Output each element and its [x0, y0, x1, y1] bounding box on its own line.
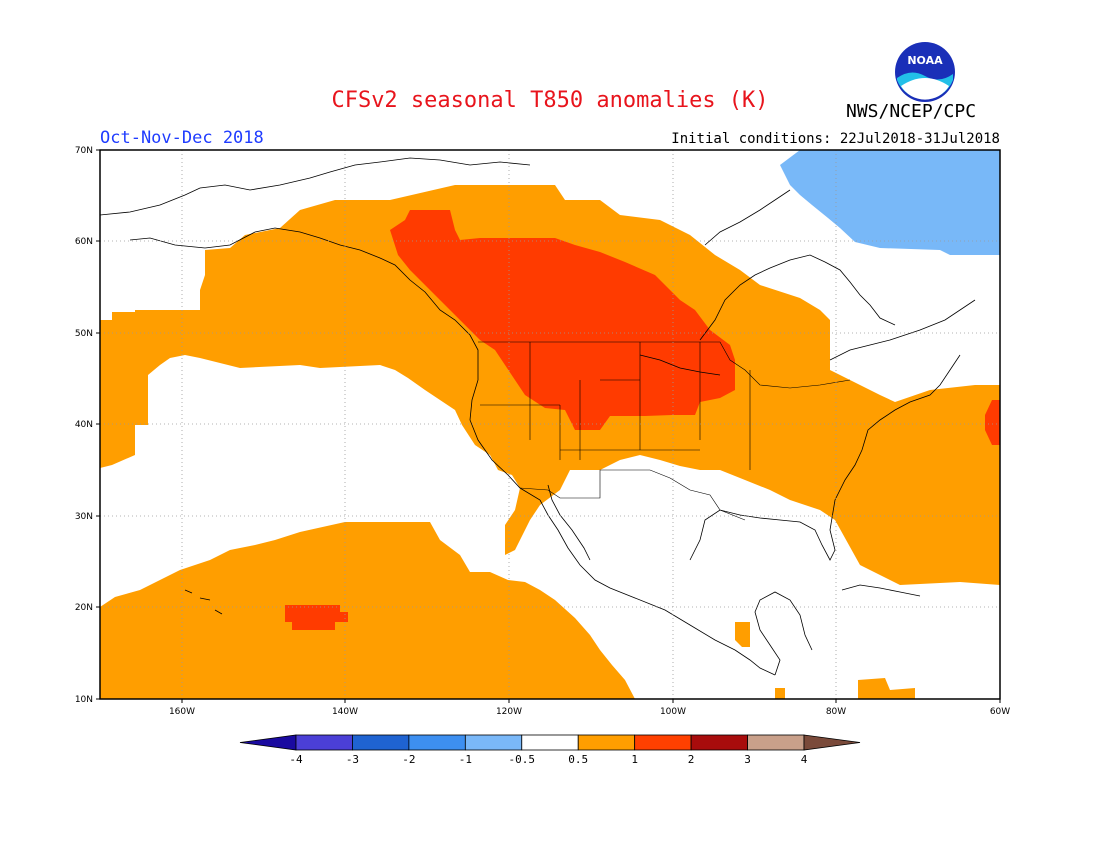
- colorbar-arrow-high: [803, 734, 861, 751]
- lat-label: 60N: [75, 237, 93, 247]
- agency-label: NWS/NCEP/CPC: [846, 101, 977, 122]
- colorbar-label: 0.5: [568, 753, 588, 766]
- lat-label: 30N: [75, 512, 93, 522]
- anomaly-region-blue: [780, 150, 1000, 255]
- lat-label: 10N: [75, 695, 93, 705]
- anomaly-region-orange-caribbean-2: [858, 678, 915, 699]
- colorbar-swatch: [295, 734, 353, 751]
- colorbar-swatch: [634, 734, 692, 751]
- anomaly-region-orange-south: [100, 522, 635, 699]
- chart-title: CFSv2 seasonal T850 anomalies (K): [331, 88, 769, 113]
- anomaly-region-red-atlantic: [985, 400, 1000, 445]
- colorbar: -4 -3 -2 -1 -0.5 0.5 1 2 3 4: [239, 734, 861, 766]
- lon-label: 140W: [332, 707, 358, 717]
- colorbar-label: 1: [631, 753, 638, 766]
- colorbar-swatch: [690, 734, 748, 751]
- colorbar-label: -3: [346, 753, 359, 766]
- lon-label: 80W: [826, 707, 846, 717]
- anomaly-region-red-hawaii: [285, 605, 348, 630]
- colorbar-label: -1: [459, 753, 472, 766]
- lat-label: 40N: [75, 420, 93, 430]
- forecast-period: Oct-Nov-Dec 2018: [100, 128, 264, 148]
- colorbar-arrow-low: [239, 734, 297, 751]
- lat-label: 70N: [75, 146, 93, 156]
- colorbar-swatch: [408, 734, 466, 751]
- anomaly-region-orange-caribbean: [735, 622, 750, 647]
- axis-ticks: [96, 149, 1001, 703]
- initial-conditions: Initial conditions: 22Jul2018-31Jul2018: [671, 131, 1000, 147]
- lon-label: 100W: [660, 707, 686, 717]
- noaa-logo-icon: NOAA: [895, 42, 955, 102]
- lat-label: 50N: [75, 329, 93, 339]
- colorbar-label: 3: [744, 753, 751, 766]
- colorbar-swatch: [577, 734, 636, 751]
- lon-label: 160W: [169, 707, 195, 717]
- lon-label: 120W: [496, 707, 522, 717]
- colorbar-swatch: [747, 734, 805, 751]
- lon-labels: 160W 140W 120W 100W 80W 60W: [169, 707, 1010, 717]
- colorbar-swatch: [352, 734, 410, 751]
- coastlines: [100, 157, 976, 676]
- lat-label: 20N: [75, 603, 93, 613]
- colorbar-label: -0.5: [509, 753, 536, 766]
- anomaly-region-orange-caribbean-3: [775, 688, 785, 699]
- anomaly-fields: [100, 150, 1000, 699]
- colorbar-label: 2: [688, 753, 695, 766]
- lat-labels: 70N 60N 50N 40N 30N 20N 10N: [75, 146, 93, 705]
- colorbar-swatch: [521, 734, 579, 751]
- lon-label: 60W: [990, 707, 1010, 717]
- logo-text: NOAA: [907, 54, 943, 67]
- colorbar-swatch: [464, 734, 523, 751]
- colorbar-label: -2: [402, 753, 415, 766]
- colorbar-label: 4: [801, 753, 808, 766]
- colorbar-label: -4: [289, 753, 303, 766]
- political-borders: [478, 341, 851, 521]
- anomaly-region-red: [390, 210, 735, 430]
